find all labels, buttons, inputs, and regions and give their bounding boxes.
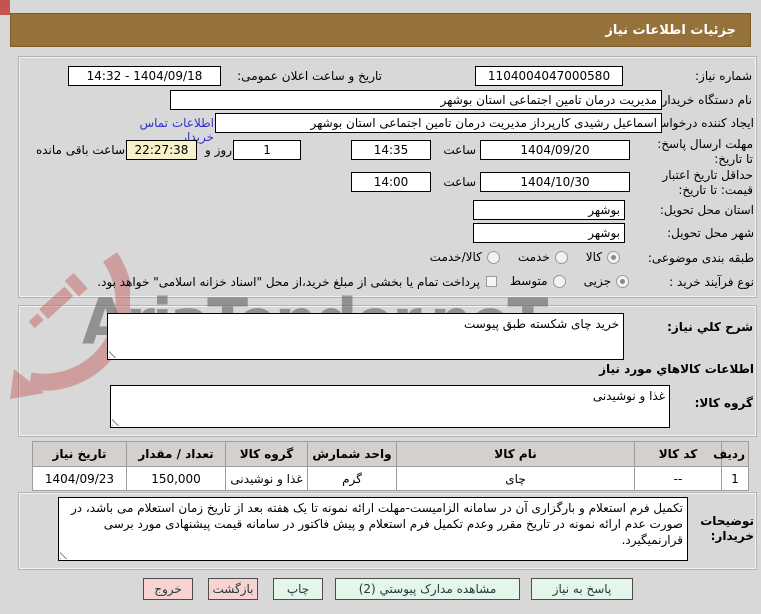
option-medium: متوسط [510, 274, 566, 288]
response-deadline-date-field[interactable]: 1404/09/20 [480, 140, 630, 160]
response-deadline-label: مهلت ارسال پاسخ: تا تاریخ: [657, 137, 753, 166]
minor-radio-label: جزیی [583, 274, 611, 288]
need-groupbox [18, 305, 757, 437]
cell-row-number: 1 [721, 466, 749, 491]
treasury-checkbox-label: پرداخت تمام یا بخشی از مبلغ خرید،از محل … [97, 275, 480, 289]
exit-button[interactable]: خروج [143, 578, 193, 600]
service-radio-label: خدمت [517, 250, 550, 264]
need-number-field[interactable]: 1104004047000580 [475, 66, 623, 86]
col-unit: واحد شمارش [307, 441, 397, 467]
purchase-process-options: جزیی متوسط [503, 274, 629, 288]
response-deadline-time-field[interactable]: 14:35 [351, 140, 431, 160]
buyer-org-label: نام دستگاه خریدار: [657, 93, 753, 107]
option-minor: جزیی [584, 274, 629, 288]
delivery-city-label: شهر محل تحویل: [667, 226, 754, 240]
price-validity-label: حداقل تاریخ اعتبار قیمت: تا تاریخ: [662, 168, 753, 197]
option-goods: کالا [586, 250, 620, 264]
subject-classification-label: طبقه بندی موضوعی: [647, 251, 754, 265]
resize-handle-icon[interactable] [109, 349, 118, 358]
cell-need-date: 1404/09/23 [32, 466, 127, 491]
buyer-notes-text: تکمیل فرم استعلام و بارگزاری آن در سامان… [70, 501, 683, 547]
col-quantity: تعداد / مقدار [126, 441, 226, 467]
goods-table-row: 1 -- چای گرم غذا و نوشیدنی 150,000 1404/… [32, 466, 749, 491]
form-groupbox [18, 56, 757, 298]
cell-goods-name: چای [396, 466, 635, 491]
watermark-corner-mark [0, 0, 10, 15]
need-number-label: شماره نیاز: [695, 69, 752, 83]
price-validity-hour-label: ساعت [443, 175, 476, 189]
goods-group-label: گروه کالا: [694, 396, 753, 410]
delivery-city-field[interactable]: بوشهر [473, 223, 625, 243]
purchase-process-label: نوع فرآیند خرید : [669, 275, 754, 289]
col-need-date: تاریخ نیاز [32, 441, 127, 467]
price-validity-date-field[interactable]: 1404/10/30 [480, 172, 630, 192]
view-attachments-button[interactable]: مشاهده مدارک پیوستي (2) [335, 578, 520, 600]
minor-radio[interactable] [616, 274, 629, 288]
countdown-label: ساعت باقی مانده [35, 143, 125, 157]
goods-info-title: اطلاعات کالاهاي مورد نیاز [599, 362, 754, 376]
option-goods-service: کالا/خدمت [430, 250, 500, 264]
medium-radio-label: متوسط [509, 274, 548, 288]
col-row-number: ردیف [713, 441, 749, 467]
medium-radio[interactable] [552, 274, 566, 288]
need-summary-textarea[interactable]: خرید چای شکسته طبق پیوست [107, 313, 624, 360]
goods-table: ردیف کد کالا نام کالا واحد شمارش گروه کا… [32, 441, 749, 491]
treasury-checkbox[interactable] [486, 276, 497, 287]
option-service: خدمت [518, 250, 568, 264]
remaining-days-field: 1 [233, 140, 301, 160]
buyer-notes-textarea[interactable]: تکمیل فرم استعلام و بارگزاری آن در سامان… [58, 497, 688, 561]
cell-quantity: 150,000 [126, 466, 226, 491]
service-radio[interactable] [554, 250, 568, 264]
back-button[interactable]: بازگشت [208, 578, 258, 600]
countdown-timer: 22:27:38 [126, 140, 197, 160]
goods-table-header-row: ردیف کد کالا نام کالا واحد شمارش گروه کا… [32, 441, 749, 467]
request-creator-field[interactable]: اسماعیل رشیدی کارپرداز مدیریت درمان تامی… [215, 113, 662, 133]
cell-unit: گرم [307, 466, 397, 491]
page-title: جزئیات اطلاعات نیاز [10, 13, 751, 47]
goods-radio[interactable] [607, 250, 620, 264]
delivery-province-label: استان محل تحویل: [659, 203, 754, 217]
goods-radio-label: کالا [585, 250, 602, 264]
goods-group-text: غذا و نوشیدنی [592, 389, 665, 403]
notes-groupbox [18, 492, 757, 570]
subject-classification-options: کالا خدمت کالا/خدمت [398, 250, 620, 264]
cell-goods-group: غذا و نوشیدنی [225, 466, 308, 491]
announce-datetime-field[interactable]: 1404/09/18 - 14:32 [68, 66, 221, 86]
need-summary-label: شرح کلي نیاز: [667, 320, 753, 334]
col-goods-code: کد کالا [634, 441, 722, 467]
col-goods-name: نام کالا [396, 441, 635, 467]
goods-group-textarea[interactable]: غذا و نوشیدنی [110, 385, 670, 428]
col-goods-group: گروه کالا [225, 441, 308, 467]
delivery-province-field[interactable]: بوشهر [473, 200, 625, 220]
request-creator-label: ایجاد کننده درخواست: [643, 116, 754, 130]
buyer-org-field[interactable]: مدیریت درمان تامین اجتماعی استان بوشهر [170, 90, 662, 110]
need-summary-text: خرید چای شکسته طبق پیوست [463, 317, 619, 331]
resize-handle-icon[interactable] [60, 550, 69, 559]
remaining-days-label: روز و [205, 143, 232, 157]
price-validity-time-field[interactable]: 14:00 [351, 172, 431, 192]
response-deadline-hour-label: ساعت [443, 143, 476, 157]
print-button[interactable]: چاپ [273, 578, 323, 600]
resize-handle-icon[interactable] [112, 417, 121, 426]
goods-service-radio-label: کالا/خدمت [429, 250, 482, 264]
cell-goods-code: -- [634, 466, 722, 491]
respond-button[interactable]: پاسخ به نیاز [531, 578, 633, 600]
buyer-notes-label: توضیحات خریدار: [700, 514, 754, 543]
announce-datetime-label: تاریخ و ساعت اعلان عمومی: [237, 69, 382, 83]
goods-service-radio[interactable] [486, 250, 500, 264]
